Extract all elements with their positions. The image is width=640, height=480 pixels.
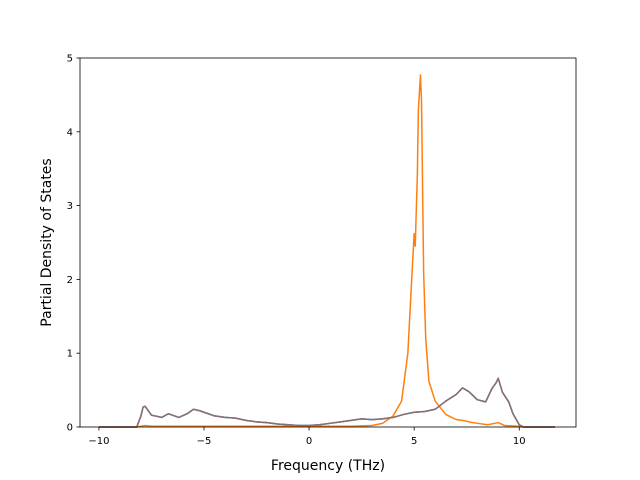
x-axis: −10 −5 0 5 10 — [88, 427, 526, 447]
y-tick-label: 5 — [67, 54, 73, 65]
series-line-3 — [98, 377, 555, 428]
y-tick-label: 1 — [67, 349, 73, 360]
x-tick-label: −5 — [197, 436, 212, 447]
y-tick-label: 2 — [67, 275, 73, 286]
plot-lines — [98, 74, 555, 428]
x-axis-label: Frequency (THz) — [271, 458, 385, 474]
x-tick-label: 0 — [306, 436, 312, 447]
y-axis-label: Partial Density of States — [39, 158, 55, 326]
y-tick-label: 4 — [67, 127, 73, 138]
y-tick-label: 0 — [67, 423, 73, 434]
y-tick-label: 3 — [67, 201, 73, 212]
series-line-2 — [98, 74, 555, 428]
x-tick-label: 5 — [411, 436, 417, 447]
x-tick-label: −10 — [88, 436, 109, 447]
x-tick-label: 10 — [513, 436, 526, 447]
y-axis: 0 1 2 3 4 5 — [67, 54, 80, 434]
plot-frame — [79, 57, 577, 428]
